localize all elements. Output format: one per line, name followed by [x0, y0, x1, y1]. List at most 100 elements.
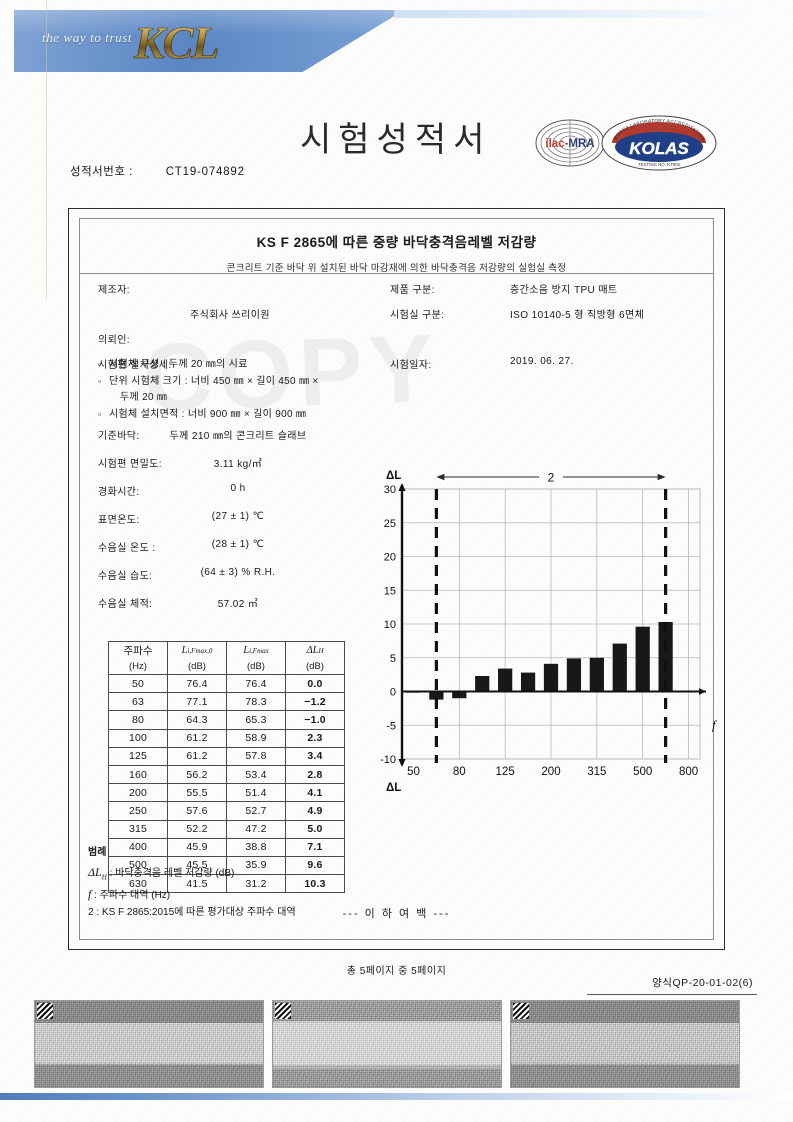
bullet-item: 단위 시험체 크기 : 너비 450 ㎜ × 길이 450 ㎜ ×: [98, 373, 428, 391]
chart-xtick-label: 125: [496, 766, 515, 778]
chart-xtick-label: 315: [587, 766, 606, 778]
legend-symbol-delta-lh: ΔLH: [88, 865, 107, 882]
specimen-photo-1: [34, 1000, 264, 1088]
chart-bar: [475, 675, 490, 692]
property-row: 수음실 습도: (64 ± 3) % R.H.: [98, 567, 428, 595]
table-cell: 3.4: [285, 746, 345, 766]
base-floor-label: 기준바닥:: [98, 431, 140, 442]
table-header-cell: ΔLH: [285, 641, 345, 658]
chart-bar: [452, 691, 467, 699]
chart-bar: [520, 672, 536, 692]
svg-text:ilac-MRA: ilac-MRA: [545, 138, 594, 150]
table-row: 315 52.2 47.2 5.0: [108, 819, 345, 839]
specimen-photo-strip: [34, 1000, 764, 1088]
table-cell: 57.6: [167, 801, 227, 821]
curing-time-value: 0 h: [230, 483, 246, 494]
table-cell: 53.4: [226, 764, 286, 785]
table-cell: 61.2: [167, 746, 227, 766]
property-row: 수음실 온도 : (28 ± 1) ℃: [98, 539, 428, 567]
specimen-photo-3: [510, 1000, 740, 1088]
legend-symbol-f: f: [88, 887, 92, 902]
table-cell: −1.0: [285, 710, 345, 730]
table-cell: 315: [108, 819, 168, 839]
legend-item: f : 주파수 대역 (Hz): [88, 886, 296, 904]
property-row: 수음실 체적: 57.02 ㎥: [98, 595, 428, 623]
table-cell: 4.9: [285, 801, 345, 821]
photo-band-bottom: [511, 1065, 739, 1087]
table-header-unit-cell: (Hz): [108, 658, 168, 675]
table-cell: −1.2: [285, 692, 345, 712]
lab-type-value: ISO 10140-5 형 직방형 6면체: [510, 310, 645, 321]
lab-type-label: 시험실 구분:: [390, 310, 445, 321]
report-title-sub: 콘크리트 기준 바닥 위 설치된 바닥 마감재에 의한 바닥충격음 저감량의 실…: [226, 263, 567, 274]
info-row: 제조자: 제품 구분: 층간소음 방지 TPU 매트: [98, 281, 697, 306]
chart-span-arrowhead-left-icon: [436, 473, 445, 481]
chart-ytick-label: 10: [384, 619, 396, 631]
kcl-logo: KCL: [134, 17, 220, 69]
info-row: 의뢰인:: [98, 331, 697, 356]
chart-bar: [566, 658, 582, 692]
photo-texture: [511, 1001, 739, 1087]
property-row: 표면온도: (27 ± 1) ℃: [98, 511, 428, 539]
chart-bar: [498, 668, 513, 692]
table-cell: 7.1: [285, 837, 345, 857]
header-banner: the way to trust KCL: [14, 10, 779, 72]
table-cell: 125: [108, 746, 168, 766]
certificate-number-label: 성적서번호 :: [70, 166, 133, 178]
chart-ytick-label: 30: [384, 484, 396, 496]
chart-ytick-label: 0: [390, 687, 396, 699]
table-row: 250 57.6 52.7 4.9: [108, 801, 345, 821]
legend-symbol-2: 2: [88, 907, 94, 919]
table-row: 50 76.4 76.4 0.0: [108, 673, 345, 694]
chart-xlabel: f: [712, 717, 718, 732]
table-cell: 10.3: [285, 874, 345, 894]
info-row: 주식회사 쓰리이원 시험실 구분: ISO 10140-5 형 직방형 6면체: [98, 306, 697, 331]
chart-y-arrow-down-icon: [398, 759, 406, 767]
table-cell: 200: [108, 783, 168, 803]
table-cell: 63: [108, 692, 168, 712]
photo-band-mid: [35, 1023, 263, 1063]
table-header-row: 주파수 Li,Fmax,0 Li,Fmax ΔLH: [108, 641, 345, 658]
table-cell: 80: [108, 710, 168, 730]
banner-sheen: [394, 10, 779, 18]
certificate-number-row: 성적서번호 : CT19-074892: [70, 163, 245, 179]
table-cell: 76.4: [167, 673, 227, 694]
form-code-rule: [587, 994, 757, 995]
chart-ytick-label: -10: [380, 754, 396, 766]
receiving-room-volume-value: 57.02 ㎥: [217, 599, 259, 610]
test-date-value: 2019. 06. 27.: [510, 356, 574, 367]
svg-text:TESTING NO. KT802: TESTING NO. KT802: [638, 162, 681, 167]
photo-band-mid: [273, 1021, 501, 1069]
form-code: 양식QP-20-01-02(6): [652, 977, 753, 989]
table-cell: 45.9: [167, 837, 227, 857]
chart-x-arrow-icon: [699, 688, 706, 695]
svg-text:KOLAS: KOLAS: [629, 139, 689, 158]
specimen-bullets: 시험체 구성 : 두께 20 ㎜의 시료 단위 시험체 크기 : 너비 450 …: [98, 356, 428, 423]
page-count: 총 5페이지 중 5페이지: [346, 966, 447, 977]
table-cell: 630: [108, 874, 168, 894]
ilac-mra-logo-icon: ilac-MRA: [535, 119, 605, 167]
table-header-cell: Li,Fmax,0: [167, 641, 227, 658]
table-cell: 65.3: [226, 710, 286, 730]
margin-guide-line: [46, 0, 47, 300]
photo-corner-marker: [275, 1003, 291, 1019]
photo-texture: [35, 1001, 263, 1087]
company-tagline: the way to trust: [42, 30, 133, 45]
blank-page-note: --- 이 하 여 백 ---: [342, 908, 451, 920]
table-cell: 50: [108, 673, 168, 694]
table-row: 63 77.1 78.3 −1.2: [108, 692, 345, 712]
chart-ytick-label: 15: [384, 585, 396, 597]
table-cell: 52.2: [167, 819, 227, 839]
photo-band-top: [35, 1001, 263, 1023]
table-cell: 64.3: [167, 710, 227, 730]
table-cell: 47.2: [226, 819, 286, 839]
curing-time-label: 경화시간:: [98, 487, 140, 498]
receiving-room-temp-label: 수음실 온도 :: [98, 543, 156, 554]
chart-bar: [658, 621, 673, 692]
photo-band-bottom: [273, 1065, 501, 1087]
table-row: 100 61.2 58.9 2.3: [108, 728, 345, 748]
table-cell: 55.5: [167, 783, 227, 803]
table-row: 80 64.3 65.3 −1.0: [108, 710, 345, 730]
table-cell: 2.8: [285, 764, 345, 785]
